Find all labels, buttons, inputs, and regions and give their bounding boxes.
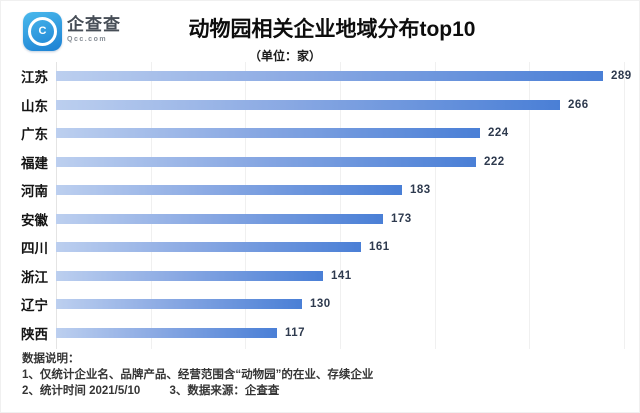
gridline: [623, 62, 625, 349]
gridline: [434, 62, 436, 349]
bar-track: 289: [56, 62, 633, 91]
category-label: 辽宁: [21, 298, 48, 314]
category-label: 广东: [21, 127, 48, 143]
bar-row: 四川 161: [21, 233, 633, 262]
category-label: 陕西: [21, 326, 48, 342]
header: C 企查查 Qcc.com 动物园相关企业地域分布top10 （单位：家）: [1, 1, 639, 63]
bar-rows: 江苏 289 山东 266 广东 224 福建 222 河南 183 安徽 173 四川 161 浙江 141…: [21, 62, 633, 347]
bar-track: 117: [56, 319, 633, 348]
value-label: 289: [611, 70, 632, 83]
bar-row: 山东 266: [21, 91, 633, 120]
gridlines: [21, 62, 633, 349]
bar-row: 广东 224: [21, 119, 633, 148]
bar-row: 江苏 289: [21, 62, 633, 91]
category-label: 山东: [21, 98, 48, 114]
gridline: [529, 62, 531, 349]
brand-name: 企查查: [67, 15, 121, 34]
qichacha-logo: C 企查查 Qcc.com: [23, 12, 121, 51]
footnotes: 数据说明： 1、仅统计企业名、品牌产品、经营范围含“动物园”的在业、存续企业 2…: [22, 351, 373, 399]
bar: [56, 299, 302, 310]
value-label: 222: [484, 155, 505, 168]
value-label: 161: [369, 241, 390, 254]
chart-subtitle: （单位：家）: [248, 49, 321, 63]
bar-row: 浙江 141: [21, 262, 633, 291]
bar-track: 161: [56, 233, 633, 262]
category-label: 江苏: [21, 70, 48, 86]
footnote-2-3: 2、统计时间 2021/5/10 3、数据来源：企查查: [22, 383, 373, 399]
bar-track: 130: [56, 290, 633, 319]
bar: [56, 99, 560, 110]
bar-track: 222: [56, 148, 633, 177]
category-label: 福建: [21, 155, 48, 171]
logo-text: 企查查 Qcc.com: [67, 12, 121, 43]
value-label: 224: [488, 127, 509, 140]
qichacha-logo-icon: C: [23, 12, 62, 51]
bar: [56, 242, 361, 253]
value-label: 117: [285, 326, 306, 339]
gridline: [150, 62, 152, 349]
value-label: 183: [410, 184, 431, 197]
bar: [56, 327, 277, 338]
category-label: 河南: [21, 184, 48, 200]
bar-row: 辽宁 130: [21, 290, 633, 319]
footnote-2: 2、统计时间 2021/5/10: [22, 385, 141, 397]
gridline: [339, 62, 341, 349]
brand-domain: Qcc.com: [67, 36, 108, 43]
bar: [56, 185, 402, 196]
category-label: 安徽: [21, 212, 48, 228]
bar: [56, 156, 476, 167]
value-label: 266: [568, 98, 589, 111]
bar-row: 福建 222: [21, 148, 633, 177]
bar-row: 陕西 117: [21, 319, 633, 348]
value-label: 130: [310, 298, 331, 311]
bar-row: 安徽 173: [21, 205, 633, 234]
bar-row: 河南 183: [21, 176, 633, 205]
bar-track: 173: [56, 205, 633, 234]
bar-track: 141: [56, 262, 633, 291]
bar: [56, 71, 603, 82]
bar-chart: 江苏 289 山东 266 广东 224 福建 222 河南 183 安徽 173 四川 161 浙江 141…: [21, 62, 633, 349]
value-label: 141: [331, 269, 352, 282]
value-label: 173: [391, 212, 412, 225]
gridline: [245, 62, 247, 349]
title-block: 动物园相关企业地域分布top10 （单位：家）: [1, 13, 639, 64]
bar-track: 266: [56, 91, 633, 120]
bar-track: 183: [56, 176, 633, 205]
footnote-1: 1、仅统计企业名、品牌产品、经营范围含“动物园”的在业、存续企业: [22, 369, 374, 381]
bar: [56, 270, 323, 281]
category-label: 浙江: [21, 269, 48, 285]
magnifier-ring-icon: C: [28, 17, 57, 46]
logo-glyph: C: [38, 25, 47, 37]
bar-track: 224: [56, 119, 633, 148]
bar: [56, 213, 383, 224]
footnote-3: 3、数据来源：企查查: [169, 385, 280, 397]
category-label: 四川: [21, 241, 48, 257]
y-axis-line: [56, 62, 57, 349]
footnote-heading: 数据说明：: [22, 353, 80, 365]
bar: [56, 128, 480, 139]
chart-title: 动物园相关企业地域分布top10: [188, 18, 476, 41]
